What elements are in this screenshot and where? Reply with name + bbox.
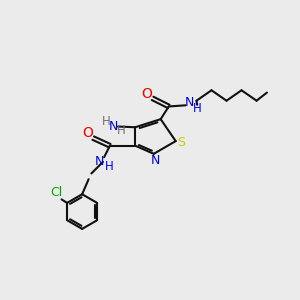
Text: Cl: Cl [51, 187, 63, 200]
Text: N: N [95, 155, 104, 168]
Text: N: N [151, 154, 160, 167]
Text: H: H [117, 124, 126, 137]
Text: H: H [102, 116, 111, 128]
Text: O: O [141, 87, 152, 101]
Text: H: H [193, 102, 202, 115]
Text: S: S [177, 136, 185, 149]
Text: O: O [83, 126, 94, 140]
Text: H: H [105, 160, 114, 173]
Text: N: N [185, 97, 194, 110]
Text: N: N [109, 120, 118, 133]
